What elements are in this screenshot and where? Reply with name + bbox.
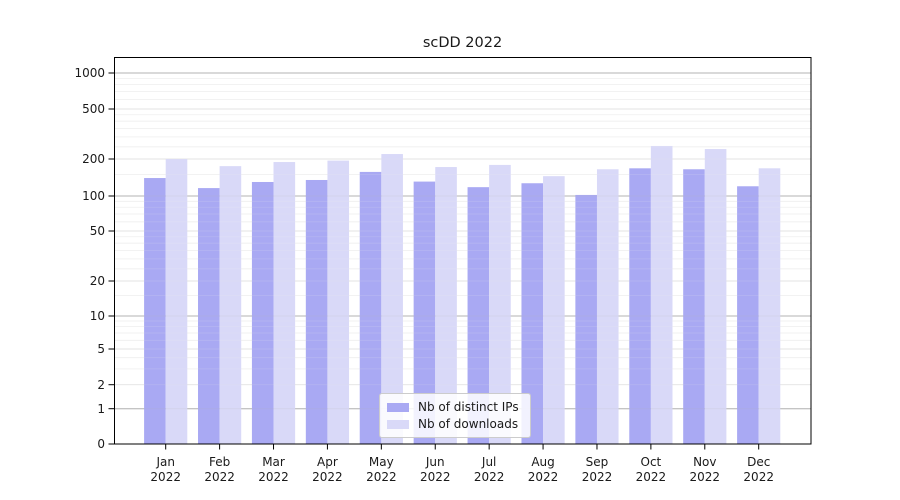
x-tick-label: Dec 2022 xyxy=(743,455,774,484)
bar-apr-distinct-ips xyxy=(305,179,328,444)
bar-apr-downloads xyxy=(327,160,350,444)
y-tick-label: 0 xyxy=(97,437,105,451)
y-tick-label: 100 xyxy=(82,189,105,203)
bar-mar-distinct-ips xyxy=(251,181,274,445)
x-tick-label: Mar 2022 xyxy=(258,455,289,484)
bar-feb-distinct-ips xyxy=(198,188,220,444)
x-tick-label: Apr 2022 xyxy=(312,455,343,484)
bar-jul-downloads xyxy=(489,164,511,444)
y-tick-label: 5 xyxy=(97,342,105,356)
bar-nov-distinct-ips xyxy=(683,169,705,445)
legend-swatch xyxy=(387,402,409,412)
bar-sep-distinct-ips xyxy=(575,194,597,444)
bar-oct-downloads xyxy=(650,145,673,444)
bar-jun-distinct-ips xyxy=(413,181,436,444)
bar-mar-downloads xyxy=(273,162,296,444)
legend-swatch xyxy=(387,419,409,429)
plot-border xyxy=(114,57,812,445)
x-tick-label: Nov 2022 xyxy=(690,455,721,484)
x-tick-label: Jul 2022 xyxy=(474,455,505,484)
bar-jun-downloads xyxy=(435,167,457,444)
bar-jul-distinct-ips xyxy=(467,187,490,444)
y-tick-label: 20 xyxy=(90,274,105,288)
x-tick-label: Jan 2022 xyxy=(150,455,181,484)
y-tick-label: 50 xyxy=(90,224,105,238)
legend-item: Nb of downloads xyxy=(387,416,519,432)
x-tick-label: Feb 2022 xyxy=(204,455,235,484)
bar-sep-downloads xyxy=(596,169,619,445)
bar-aug-downloads xyxy=(543,176,565,444)
x-tick-label: Aug 2022 xyxy=(528,455,559,484)
y-tick-label: 200 xyxy=(82,152,105,166)
y-tick-label: 10 xyxy=(90,309,105,323)
y-tick-label: 2 xyxy=(97,378,105,392)
x-tick-label: May 2022 xyxy=(366,455,397,484)
y-tick-label: 1 xyxy=(97,402,105,416)
bar-jan-downloads xyxy=(165,159,188,444)
x-tick-label: Jun 2022 xyxy=(420,455,451,484)
bar-oct-distinct-ips xyxy=(629,168,651,444)
x-tick-label: Sep 2022 xyxy=(582,455,613,484)
chart-legend: Nb of distinct IPs Nb of downloads xyxy=(379,393,531,438)
y-tick-label: 1000 xyxy=(74,66,105,80)
bar-may-distinct-ips xyxy=(359,171,382,445)
bar-jan-distinct-ips xyxy=(144,178,166,445)
bar-dec-downloads xyxy=(758,168,781,444)
bar-may-downloads xyxy=(381,154,403,444)
y-tick-label: 500 xyxy=(82,102,105,116)
legend-label: Nb of distinct IPs xyxy=(418,400,519,414)
legend-label: Nb of downloads xyxy=(418,417,519,431)
bar-nov-downloads xyxy=(704,149,727,445)
bar-dec-distinct-ips xyxy=(737,186,759,444)
bar-feb-downloads xyxy=(219,166,242,444)
legend-item: Nb of distinct IPs xyxy=(387,399,519,415)
chart-title: scDD 2022 xyxy=(422,35,503,51)
x-tick-label: Oct 2022 xyxy=(636,455,667,484)
bar-aug-distinct-ips xyxy=(521,183,544,445)
